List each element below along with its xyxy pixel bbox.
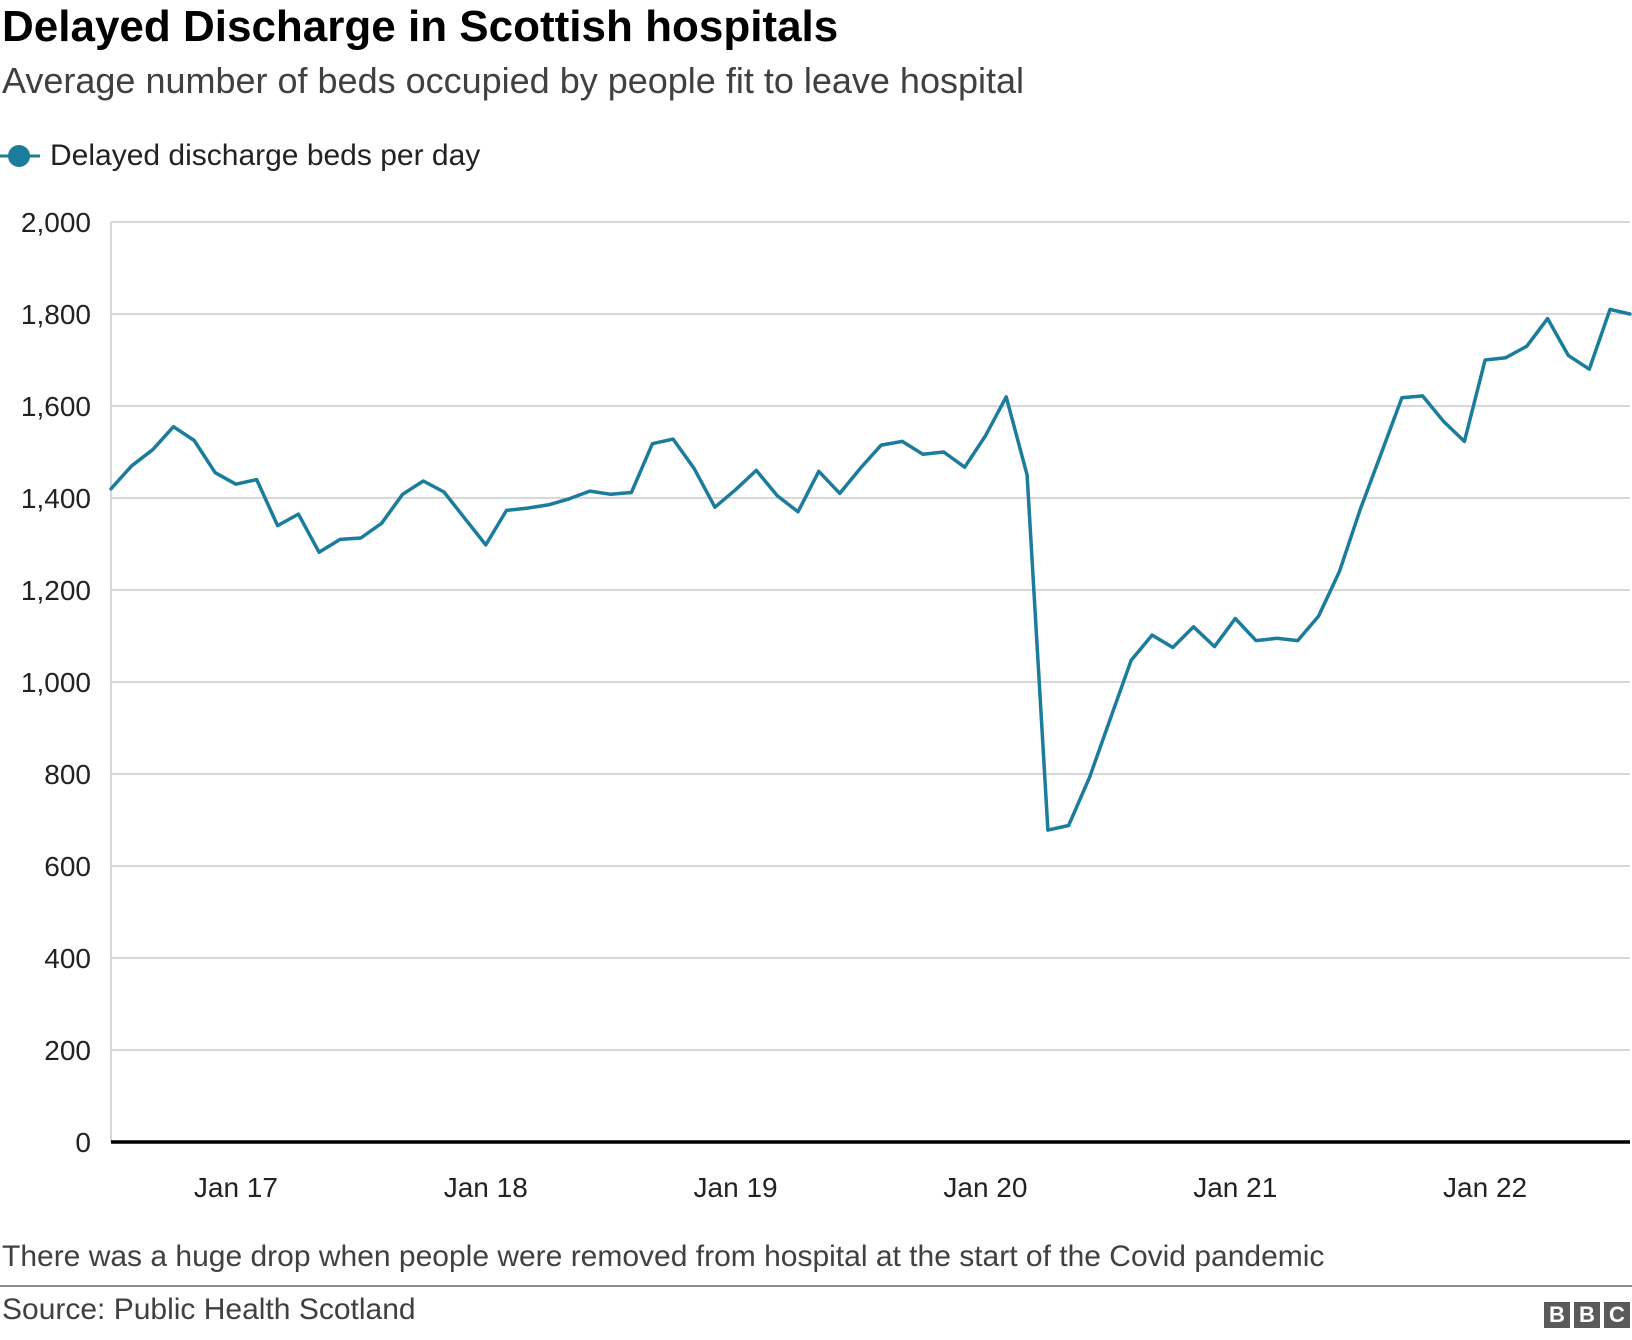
chart-title: Delayed Discharge in Scottish hospitals — [2, 2, 839, 51]
x-tick-label: Jan 18 — [444, 1172, 528, 1203]
y-tick-label: 0 — [75, 1127, 91, 1158]
y-tick-label: 400 — [44, 943, 91, 974]
logo-letter-c: C — [1604, 1302, 1630, 1328]
logo-letter-b1: B — [1544, 1302, 1570, 1328]
legend-line-marker-icon — [0, 145, 40, 167]
source-note: Source: Public Health Scotland — [2, 1293, 416, 1326]
y-tick-label: 1,600 — [21, 391, 91, 422]
legend: Delayed discharge beds per day — [0, 136, 480, 176]
y-tick-label: 600 — [44, 851, 91, 882]
y-tick-label: 2,000 — [21, 207, 91, 238]
x-tick-label: Jan 21 — [1193, 1172, 1277, 1203]
y-tick-label: 1,000 — [21, 667, 91, 698]
series-layer — [109, 307, 1632, 832]
footer-divider — [0, 1285, 1632, 1287]
x-axis-tick-labels: Jan 17 Jan 18 Jan 19 Jan 20 Jan 21 Jan 22 — [194, 1172, 1527, 1203]
x-tick-label: Jan 17 — [194, 1172, 278, 1203]
line-chart: 0 200 400 600 800 1,000 1,200 1,400 1,600 1,800 2,… — [21, 207, 1632, 1203]
x-tick-label: Jan 20 — [943, 1172, 1027, 1203]
y-tick-label: 1,800 — [21, 299, 91, 330]
y-tick-label: 800 — [44, 759, 91, 790]
legend-label: Delayed discharge beds per day — [50, 139, 481, 172]
x-tick-label: Jan 22 — [1443, 1172, 1527, 1203]
chart-caption: There was a huge drop when people were r… — [2, 1240, 1325, 1273]
y-tick-label: 1,200 — [21, 575, 91, 606]
y-tick-label: 1,400 — [21, 483, 91, 514]
chart-subtitle: Average number of beds occupied by peopl… — [2, 60, 1025, 101]
logo-letter-b2: B — [1574, 1302, 1600, 1328]
y-tick-label: 200 — [44, 1035, 91, 1066]
bbc-logo: B B C — [1544, 1302, 1630, 1328]
x-tick-label: Jan 19 — [694, 1172, 778, 1203]
series-line — [109, 307, 1632, 832]
y-axis-tick-labels: 0 200 400 600 800 1,000 1,200 1,400 1,600 1,800 2,… — [21, 207, 91, 1158]
gridlines — [110, 221, 1630, 1142]
